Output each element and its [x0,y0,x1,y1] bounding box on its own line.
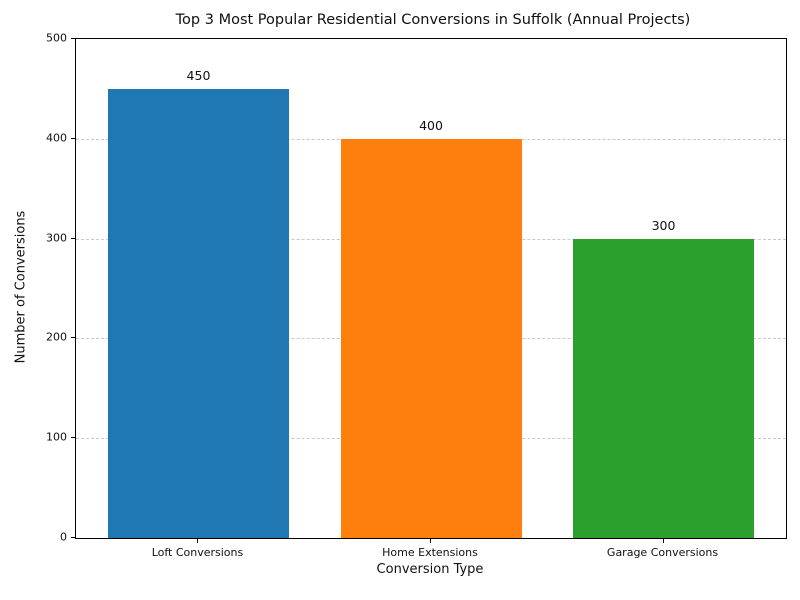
y-axis-label: Number of Conversions [13,210,29,364]
y-tick-mark [71,137,75,139]
x-tick-mark [197,539,199,543]
bar-value-label: 400 [419,117,443,133]
x-tick-label: Garage Conversions [606,546,719,559]
chart-title: Top 3 Most Popular Residential Conversio… [175,12,691,28]
plot-area: 450 400 300 [75,38,787,539]
y-tick-mark [71,38,75,39]
x-tick-mark [662,539,664,543]
y-tick-label: 300 [46,231,67,245]
bar-value-label: 300 [651,217,676,233]
x-tick-label: Home Extensions [382,546,478,559]
y-tick-label: 100 [46,430,67,444]
y-tick-mark [71,437,75,439]
y-tick-mark [71,537,75,538]
y-tick-label: 400 [46,131,67,145]
y-tick-label: 500 [46,31,67,45]
bar-value-label: 450 [186,67,211,83]
x-tick-label: Loft Conversions [151,546,244,559]
y-tick-label: 0 [60,530,67,544]
bar-home-extensions [340,138,522,538]
x-tick-mark [430,539,431,543]
y-tick-mark [71,337,75,339]
x-axis-label: Conversion Type [376,562,484,577]
bar-garage-conversions [573,238,755,538]
y-tick-label: 200 [46,330,67,344]
bar-loft-conversions [107,88,289,538]
y-tick-mark [71,237,75,239]
